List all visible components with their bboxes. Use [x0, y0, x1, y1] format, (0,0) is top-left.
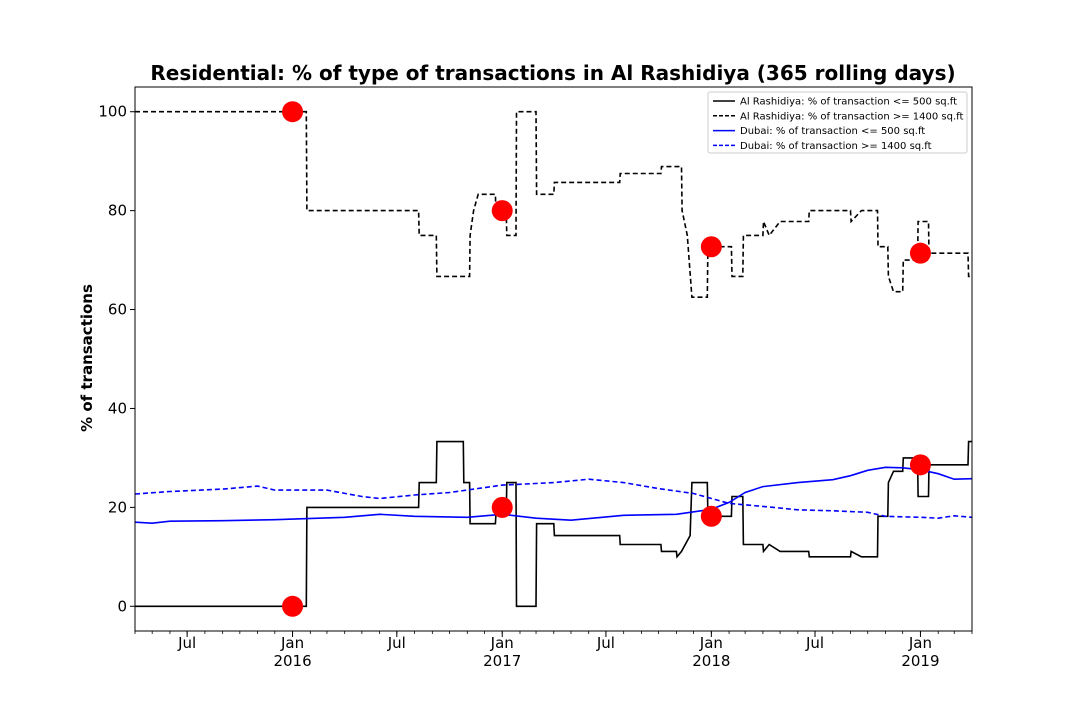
x-tick-label: Jul: [177, 634, 196, 652]
marker-point-6: [700, 505, 722, 527]
marker-point-4: [491, 496, 513, 518]
legend-label-2: Al Rashidiya: % of transaction >= 1400 s…: [740, 111, 964, 122]
legend-label-3: Dubai: % of transaction <= 500 sq.ft: [740, 126, 925, 137]
series-line-2: [135, 110, 972, 298]
x-tick-year-label: 2017: [483, 652, 521, 670]
x-tick-label: Jul: [805, 634, 824, 652]
y-axis: 0 20 40 60 80 100: [98, 103, 135, 615]
x-tick-year-label: 2018: [692, 652, 730, 670]
y-tick-label: 80: [108, 202, 127, 220]
legend-box: [707, 91, 968, 154]
x-tick-label: Jan: [908, 634, 932, 652]
marker-point-5: [700, 236, 722, 258]
marker-point-7: [909, 242, 931, 264]
series-line-1: [135, 440, 972, 608]
legend-label-4: Dubai: % of transaction >= 1400 sq.ft: [740, 141, 932, 152]
x-tick-label: Jul: [596, 634, 615, 652]
series-line-4: [135, 478, 972, 520]
plot-frame: [134, 86, 973, 632]
x-tick-label: Jul: [387, 634, 406, 652]
legend-label-1: Al Rashidiya: % of transaction <= 500 sq…: [740, 97, 957, 108]
y-tick-label: 100: [98, 103, 127, 121]
y-axis-label: % of transactions: [78, 284, 96, 432]
marker-point-8: [909, 454, 931, 476]
y-tick-label: 60: [108, 301, 127, 319]
y-tick-label: 40: [108, 399, 127, 417]
x-tick-label: Jan: [490, 634, 514, 652]
y-tick-label: 20: [108, 498, 127, 516]
marker-point-1: [282, 101, 304, 123]
marker-point-3: [491, 200, 513, 222]
x-tick-year-label: 2019: [901, 652, 939, 670]
legend: Al Rashidiya: % of transaction <= 500 sq…: [707, 91, 968, 154]
x-tick-label: Jan: [280, 634, 304, 652]
x-tick-year-label: 2016: [273, 652, 311, 670]
y-tick-label: 0: [117, 597, 127, 615]
chart-title: Residential: % of type of transactions i…: [150, 61, 955, 85]
x-tick-label: Jan: [699, 634, 723, 652]
series-line-3: [135, 466, 972, 525]
marker-point-2: [282, 595, 304, 617]
plot-area: [135, 101, 972, 617]
